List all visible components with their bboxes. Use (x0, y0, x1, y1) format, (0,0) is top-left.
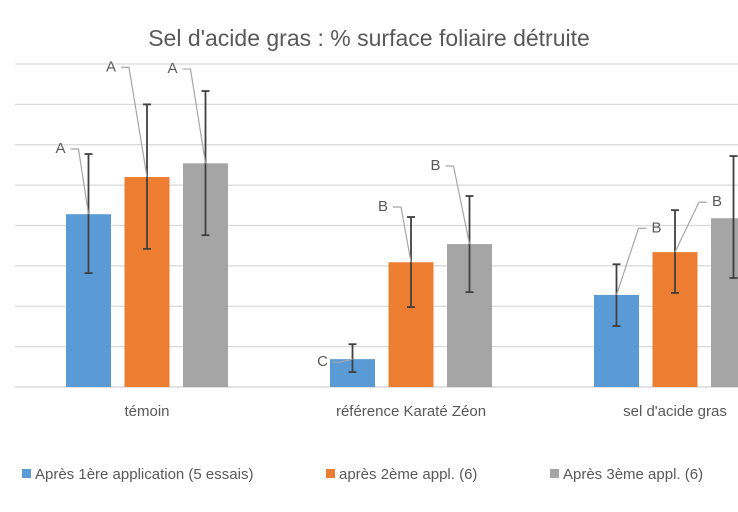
data-label-leader (615, 227, 647, 296)
data-label-leader (182, 68, 207, 164)
legend-swatch (550, 469, 559, 478)
data-label: A (167, 60, 177, 77)
data-label: B (430, 157, 440, 174)
data-label-leader (332, 358, 353, 363)
data-label-leader (121, 66, 148, 178)
data-label: A (106, 58, 116, 75)
x-tick-label: témoin (124, 403, 169, 420)
data-label: B (378, 198, 388, 215)
data-label-leader (445, 165, 471, 245)
legend-swatch (326, 469, 335, 478)
legend-label: Après 3ème appl. (6) (563, 466, 703, 483)
data-label: B (712, 193, 722, 210)
chart-title: Sel d'acide gras : % surface foliaire dé… (148, 25, 590, 51)
data-label: A (55, 140, 65, 157)
legend-label: Après 1ère application (5 essais) (35, 466, 253, 483)
legend-label: après 2ème appl. (6) (339, 466, 477, 483)
x-tick-label: sel d'acide gras (623, 403, 727, 420)
data-label: C (317, 353, 328, 370)
data-label: B (651, 219, 661, 236)
data-label-leader (393, 206, 412, 263)
data-label-leader (674, 201, 707, 253)
data-label-leader (70, 148, 90, 215)
x-tick-label: référence Karaté Zéon (336, 403, 486, 420)
legend-swatch (22, 469, 31, 478)
